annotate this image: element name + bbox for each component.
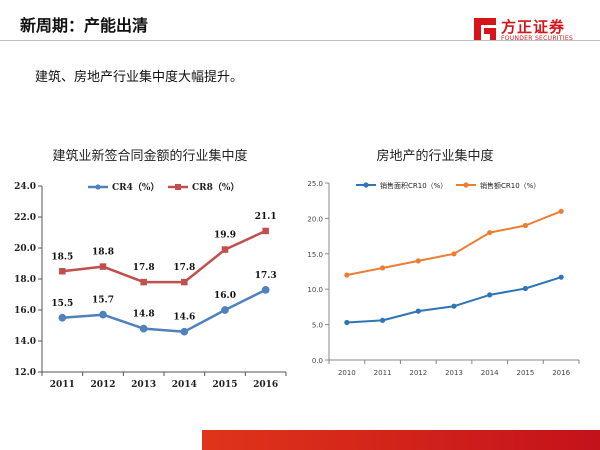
data-label: 18.5 [51,252,73,262]
y-tick-label: 12.0 [14,368,36,378]
x-tick-label: 2014 [481,369,499,377]
founder-logo-icon [474,18,496,40]
legend-marker [463,182,469,188]
data-point-marker [58,313,67,322]
data-label: 17.3 [255,271,277,281]
series-line [346,210,562,276]
data-label: 15.5 [51,299,73,309]
y-tick-label: 20.0 [307,215,323,223]
data-label: 16.0 [214,291,236,301]
x-tick-label: 2012 [90,380,115,390]
logo-english-name: FOUNDER SECURITIES [501,35,574,42]
construction-chart-svg: 建筑业新签合同金额的行业集中度 12.0 14.0 16.0 18.0 20.0 22.0 2… [14,148,287,390]
x-tick-label: 2011 [374,369,392,377]
data-point-marker [261,286,270,294]
slide-subtitle: 建筑、房地产行业集中度大幅提升。 [35,70,244,85]
y-tick-label: 22.0 [14,213,36,223]
legend-label: CR4（%） [112,182,159,193]
data-point-marker [379,317,386,323]
data-point-marker [487,229,493,236]
series-line [62,229,267,284]
data-point-marker [487,292,493,298]
x-tick-label: 2012 [409,369,427,377]
data-point-marker [181,278,188,286]
real-estate-concentration-chart: 房地产的行业集中度 0.0 5.0 10.0 15.0 20.0 25.0 2010 2011 2… [300,140,600,400]
data-point-marker [221,306,229,314]
data-label: 17.8 [133,263,155,273]
x-tick-label: 2014 [172,380,197,390]
footer-accent-bar [202,430,600,450]
y-tick-label: 5.0 [312,322,323,330]
data-point-marker [59,268,66,275]
data-point-marker [451,251,457,257]
data-label: 18.8 [92,248,114,258]
data-point-marker [522,222,529,229]
data-point-marker [558,274,564,280]
y-tick-label: 18.0 [14,275,36,285]
data-label: 21.1 [255,212,277,222]
y-tick-label: 16.0 [14,306,36,316]
data-label: 14.6 [173,313,195,323]
y-tick-label: 10.0 [307,286,323,294]
legend-marker [363,182,369,188]
y-tick-label: 14.0 [14,337,36,347]
title-divider [0,40,600,41]
company-logo: 方正证券 FOUNDER SECURITIES [474,14,590,50]
y-tick-label: 15.0 [307,251,323,259]
chart-title: 建筑业新签合同金额的行业集中度 [52,148,247,164]
data-point-marker [221,246,229,253]
legend-label: 销售面积CR10（%） [380,181,447,190]
construction-concentration-chart: 建筑业新签合同金额的行业集中度 12.0 14.0 16.0 18.0 20.0 22.0 2… [0,140,300,400]
x-tick-label: 2011 [50,380,75,390]
x-tick-label: 2013 [445,369,463,377]
chart-title: 房地产的行业集中度 [376,148,493,164]
data-point-marker [262,227,269,235]
legend-marker [175,184,181,190]
y-tick-label: 24.0 [14,182,36,192]
x-tick-label: 2010 [338,369,356,377]
data-point-marker [522,285,529,292]
data-point-marker [379,265,386,271]
x-tick-label: 2016 [552,369,570,377]
series-line [346,276,562,324]
y-tick-label: 20.0 [14,244,36,254]
y-tick-label: 25.0 [307,180,323,188]
data-point-marker [344,272,350,278]
series-line [62,288,267,333]
legend-label: 销售额CR10（%） [480,181,540,190]
x-tick-label: 2016 [253,380,278,390]
legend-marker [95,184,101,190]
page-title: 新周期：产能出清 [20,16,149,35]
real-estate-chart-svg: 房地产的行业集中度 0.0 5.0 10.0 15.0 20.0 25.0 2010 2011 2… [307,148,580,377]
legend-label: CR8（%） [192,182,239,193]
logo-chinese-name: 方正证券 [501,18,566,36]
data-point-marker [344,319,350,326]
x-tick-label: 2015 [212,380,237,390]
data-point-marker [415,258,421,264]
data-point-marker [451,303,457,309]
data-point-marker [415,308,421,314]
data-point-marker [558,208,564,214]
data-point-marker [140,278,147,286]
data-label: 14.8 [133,310,155,320]
x-tick-label: 2013 [131,380,156,390]
data-point-marker [180,327,189,336]
data-label: 17.8 [173,263,195,273]
data-point-marker [139,324,148,333]
x-tick-label: 2015 [517,369,535,377]
y-tick-label: 0.0 [312,357,323,365]
data-point-marker [99,310,107,319]
data-label: 15.7 [92,296,114,306]
data-label: 19.9 [214,231,236,241]
data-point-marker [99,263,107,270]
